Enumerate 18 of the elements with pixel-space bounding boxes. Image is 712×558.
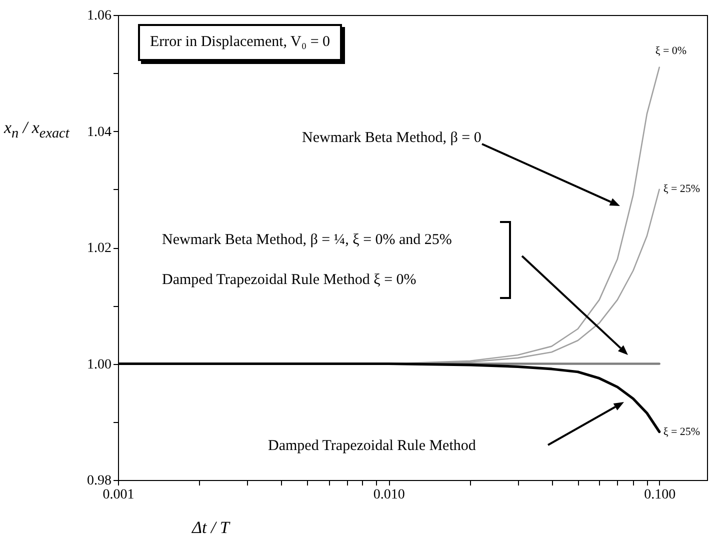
annotation: Error in Displacement, V₀ = 0 [138,24,342,61]
x-axis-title: Δt / T [192,518,230,538]
annotation: Newmark Beta Method, β = 0 [302,130,482,147]
annotation: Damped Trapezoidal Rule Method ξ = 0% [162,272,416,289]
annotation: Newmark Beta Method, β = ¼, ξ = 0% and 25% [162,232,452,249]
annotation: Damped Trapezoidal Rule Method [268,438,476,455]
series-label: ξ = 0% [655,45,687,58]
x-tick-label: 0.010 [373,488,405,502]
series-label: ξ = 25% [663,183,700,196]
x-tick-label: 0.001 [102,488,134,502]
y-tick-label: 1.00 [87,357,112,372]
y-tick-label: 0.98 [87,474,112,488]
y-tick-label: 1.04 [87,124,112,140]
series-label: ξ = 25% [663,426,700,438]
y-tick-label: 1.02 [87,241,112,256]
x-tick-label: 0.100 [644,488,676,502]
y-tick-label: 1.06 [87,8,112,24]
y-axis-title: x$_{n}$ / x$_{exact}$ [4,118,70,142]
